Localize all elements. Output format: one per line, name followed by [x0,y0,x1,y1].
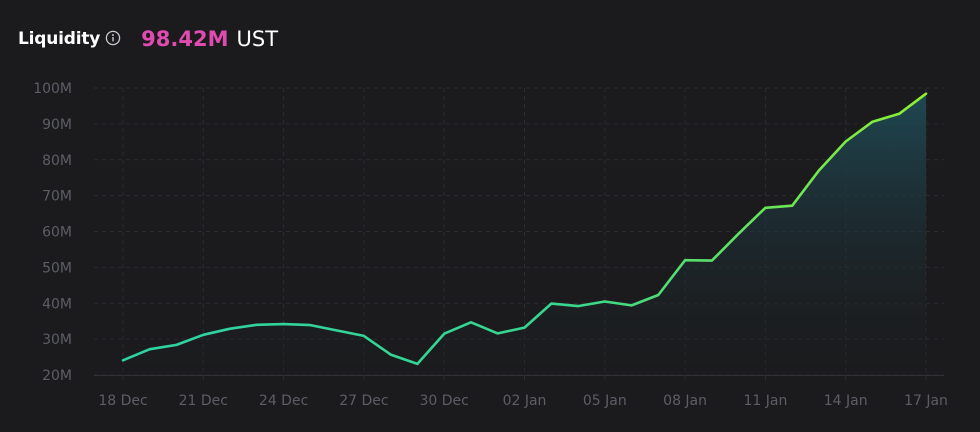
liquidity-value: 98.42M [141,27,229,51]
x-axis-ticks: 18 Dec 21 Dec 24 Dec 27 Dec 30 Dec 02 Jan 05 J… [98,393,948,409]
y-tick-label: 70M [42,189,72,205]
data-point[interactable] [362,334,366,338]
data-point[interactable] [175,343,179,347]
y-tick-label: 80M [42,153,72,169]
data-point[interactable] [897,112,901,116]
data-point[interactable] [148,347,152,351]
x-tick-label: 27 Dec [339,393,388,409]
chart-header: Liquidity 98.42M UST [18,22,278,56]
data-point[interactable] [415,362,419,366]
data-point[interactable] [737,232,741,236]
y-tick-label: 40M [42,296,72,312]
data-point[interactable] [603,299,607,303]
data-point[interactable] [790,204,794,208]
x-tick-label: 11 Jan [743,393,787,409]
data-point[interactable] [523,326,527,330]
data-point[interactable] [710,259,714,263]
y-tick-label: 90M [42,117,72,133]
info-icon[interactable] [105,30,121,46]
y-tick-label: 60M [42,225,72,241]
data-point[interactable] [282,322,286,326]
data-point[interactable] [656,293,660,297]
x-tick-label: 14 Jan [824,393,868,409]
liquidity-unit: UST [236,27,279,51]
data-point[interactable] [389,353,393,357]
data-point[interactable] [228,327,232,331]
data-point[interactable] [255,323,259,327]
liquidity-line [121,92,928,366]
chart-title: Liquidity [18,29,101,49]
data-point[interactable] [549,302,553,306]
y-axis-ticks: 20M 30M 40M 50M 60M 70M 80M 90M 100M [33,81,72,384]
x-tick-label: 21 Dec [179,393,228,409]
data-point[interactable] [496,331,500,335]
x-tick-label: 08 Jan [663,393,707,409]
x-tick-label: 02 Jan [503,393,547,409]
data-point[interactable] [308,323,312,327]
y-tick-label: 30M [42,332,72,348]
x-tick-label: 24 Dec [259,393,308,409]
y-tick-label: 100M [33,81,72,97]
data-point[interactable] [201,333,205,337]
data-point[interactable] [817,169,821,173]
data-point[interactable] [469,320,473,324]
data-point[interactable] [442,332,446,336]
data-point[interactable] [576,304,580,308]
area-fill [123,93,926,375]
data-point[interactable] [924,92,928,96]
x-tick-label: 05 Jan [583,393,627,409]
x-tick-label: 17 Jan [904,393,948,409]
x-tick-label: 18 Dec [98,393,147,409]
data-point[interactable] [844,139,848,143]
data-point[interactable] [121,358,125,362]
y-tick-label: 50M [42,260,72,276]
data-point[interactable] [763,206,767,210]
y-tick-label: 20M [42,368,72,384]
data-point[interactable] [335,329,339,333]
data-point[interactable] [870,120,874,124]
x-tick-label: 30 Dec [420,393,469,409]
data-point[interactable] [683,258,687,262]
data-point[interactable] [630,303,634,307]
